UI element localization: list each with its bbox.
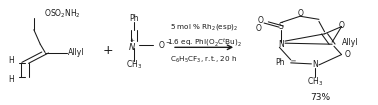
Text: N: N bbox=[312, 60, 318, 69]
Text: N: N bbox=[278, 40, 284, 49]
Text: Allyl: Allyl bbox=[68, 48, 84, 57]
Text: OSO$_2$NH$_2$: OSO$_2$NH$_2$ bbox=[44, 8, 81, 20]
Text: 73%: 73% bbox=[310, 93, 330, 102]
Text: H: H bbox=[8, 56, 14, 65]
Text: Ph: Ph bbox=[130, 14, 139, 23]
Text: "": "" bbox=[290, 59, 296, 64]
Text: O: O bbox=[344, 50, 350, 59]
Text: O: O bbox=[258, 16, 263, 25]
Text: Allyl: Allyl bbox=[342, 38, 358, 47]
Text: O: O bbox=[339, 21, 344, 30]
Text: Ph: Ph bbox=[276, 58, 285, 67]
Text: H: H bbox=[8, 75, 14, 84]
Text: O$^-$: O$^-$ bbox=[158, 39, 171, 50]
Text: +: + bbox=[103, 44, 113, 57]
Text: $\overset{+}{N}$: $\overset{+}{N}$ bbox=[128, 36, 136, 53]
Text: O: O bbox=[256, 24, 262, 33]
Text: C$_6$H$_5$CF$_3$, r.t., 20 h: C$_6$H$_5$CF$_3$, r.t., 20 h bbox=[170, 55, 238, 65]
Text: O: O bbox=[297, 9, 303, 18]
Text: 1.6 eq. PhI(O$_2$C$^t$Bu)$_2$: 1.6 eq. PhI(O$_2$C$^t$Bu)$_2$ bbox=[167, 36, 242, 48]
Text: 5 mol % Rh$_2$(esp)$_2$: 5 mol % Rh$_2$(esp)$_2$ bbox=[170, 22, 238, 32]
Text: CH$_3$: CH$_3$ bbox=[126, 59, 143, 71]
Text: S: S bbox=[279, 22, 284, 31]
Text: CH$_3$: CH$_3$ bbox=[307, 75, 323, 88]
